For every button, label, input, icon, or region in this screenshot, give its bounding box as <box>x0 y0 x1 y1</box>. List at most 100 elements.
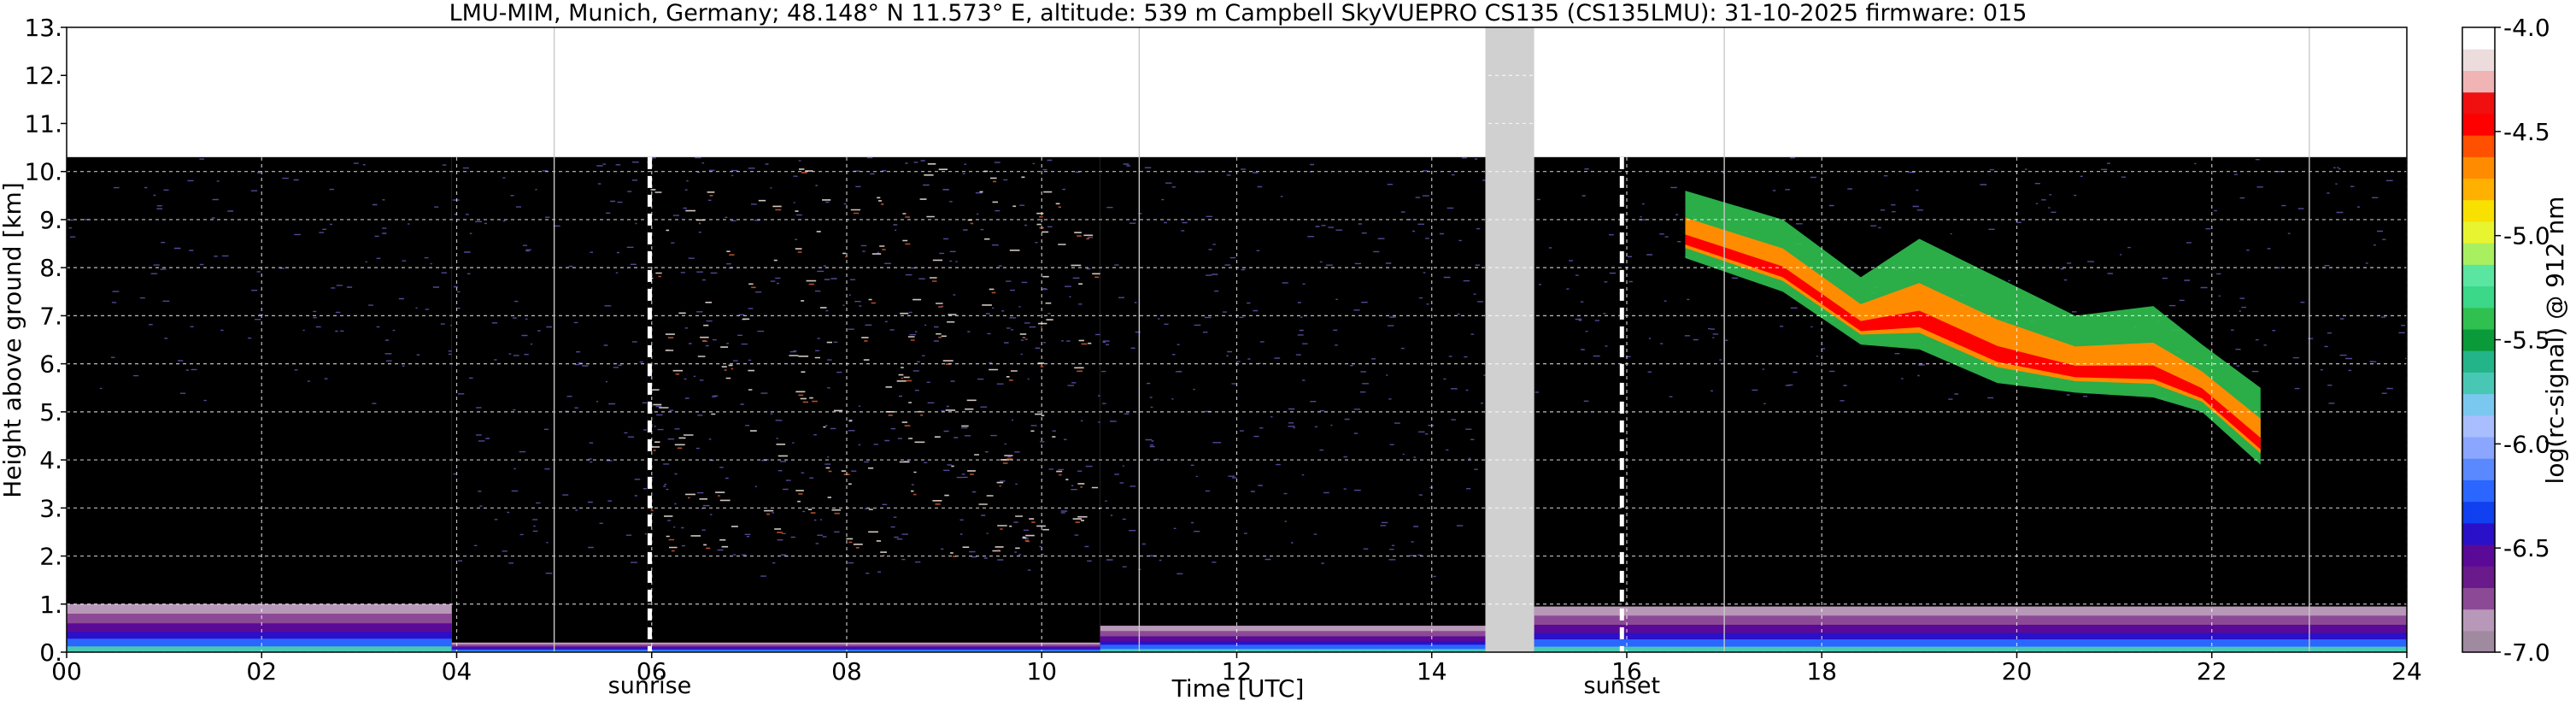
colorbar-cell <box>2462 544 2495 567</box>
y-tick-label: 4. <box>39 446 62 474</box>
y-tick-label: 10. <box>24 158 62 186</box>
colorbar-tick-label: -6.0 <box>2503 430 2550 458</box>
x-tick-label: 02 <box>246 657 277 685</box>
boundary-layer-band <box>67 646 452 652</box>
colorbar-cell <box>2462 156 2495 179</box>
colorbar-cell <box>2462 436 2495 459</box>
colorbar-cells <box>2462 27 2495 653</box>
x-tick-label: 04 <box>442 657 472 685</box>
data-gap-layer <box>1485 27 1534 652</box>
colorbar-cell <box>2462 91 2495 115</box>
x-tick-label: 08 <box>831 657 862 685</box>
colorbar-cell <box>2462 587 2495 610</box>
y-tick-label: 9. <box>39 206 62 234</box>
x-tick-label: 14 <box>1417 657 1447 685</box>
colorbar-cell <box>2462 285 2495 309</box>
colorbar-cell <box>2462 221 2495 244</box>
y-tick-label: 7. <box>39 302 62 330</box>
marker-layer <box>553 27 2310 652</box>
aerosol-speckle <box>650 172 1105 557</box>
noise-region <box>1534 156 2407 652</box>
colorbar-cell <box>2462 178 2495 201</box>
noise-region <box>1100 156 1486 652</box>
y-tick-label: 12. <box>24 62 62 90</box>
annotation-label: sunrise <box>608 673 692 699</box>
y-ticks: 0. 1. 2. 3. 4. 5. 6. 7. 8. 9. 10. 11. 12. 13. <box>24 14 67 667</box>
y-tick-label: 11. <box>24 109 62 138</box>
x-tick-label: 10 <box>1026 657 1057 685</box>
colorbar-cell <box>2462 630 2495 653</box>
annotation-label: sunset <box>1584 673 1661 699</box>
boundary-layer-band <box>1100 644 1486 652</box>
colorbar-cell <box>2462 458 2495 480</box>
colorbar-label: log(rc-signal) @ 912 nm <box>2541 197 2569 485</box>
x-tick-label: 20 <box>2002 657 2033 685</box>
data-gap <box>1485 27 1534 652</box>
y-tick-label: 0. <box>39 638 62 667</box>
x-tick-label: 22 <box>2197 657 2227 685</box>
x-tick-label: 16 <box>1611 657 1642 685</box>
colorbar: -4.0 -4.5 -5.0 -5.5 -6.0 -6.5 -7.0 log(rc-sign… <box>2462 14 2569 667</box>
colorbar-cell <box>2462 350 2495 373</box>
high-signal-speckle <box>648 163 1106 554</box>
signal-layer <box>1685 191 2261 465</box>
boundary-layer-band <box>1534 646 2407 652</box>
annotations: sunrise sunset <box>608 673 1660 699</box>
colorbar-cell <box>2462 70 2495 93</box>
y-axis-label: Height above ground [km] <box>0 182 26 498</box>
boundary-layer-band <box>1100 649 1486 652</box>
noise-layer <box>67 156 2407 652</box>
noise-region <box>647 156 1100 652</box>
colorbar-cell <box>2462 328 2495 351</box>
y-tick-label: 2. <box>39 543 62 571</box>
boundary-layer <box>67 603 2407 652</box>
y-tick-label: 5. <box>39 398 62 427</box>
colorbar-cell <box>2462 501 2495 524</box>
colorbar-tick-label: -7.0 <box>2503 638 2550 667</box>
x-tick-label: 24 <box>2391 657 2422 685</box>
colorbar-cell <box>2462 415 2495 438</box>
colorbar-cell <box>2462 135 2495 157</box>
noise-region <box>67 156 452 652</box>
colorbar-cell <box>2462 264 2495 287</box>
y-tick-label: 1. <box>39 591 62 619</box>
colorbar-cell <box>2462 49 2495 72</box>
colorbar-tick-label: -4.0 <box>2503 14 2550 42</box>
noise-speckle <box>647 156 1106 577</box>
x-ticks: 00 02 04 06 08 10 12 14 16 18 20 22 24 <box>51 652 2422 685</box>
colorbar-tick-label: -5.0 <box>2503 222 2550 250</box>
y-tick-label: 6. <box>39 350 62 379</box>
y-tick-label: 3. <box>39 494 62 522</box>
colorbar-cell <box>2462 522 2495 545</box>
chart-title: LMU-MIM, Munich, Germany; 48.148° N 11.5… <box>449 0 2027 26</box>
x-axis-label: Time [UTC] <box>1171 674 1305 703</box>
colorbar-tick-label: -5.5 <box>2503 327 2550 355</box>
colorbar-ticks: -4.0 -4.5 -5.0 -5.5 -6.0 -6.5 -7.0 <box>2495 14 2550 667</box>
grid-layer <box>67 27 2407 652</box>
colorbar-cell <box>2462 609 2495 632</box>
y-tick-label: 13. <box>24 14 62 42</box>
colorbar-cell <box>2462 393 2495 416</box>
colorbar-cell <box>2462 307 2495 330</box>
noise-speckle <box>452 162 651 574</box>
boundary-layer-band <box>451 649 1100 652</box>
colorbar-cell <box>2462 566 2495 588</box>
colorbar-cell <box>2462 372 2495 395</box>
x-tick-label: 00 <box>51 657 82 685</box>
cirrus-layer-core <box>1685 234 2261 450</box>
plot-area <box>67 27 2407 652</box>
x-tick-label: 12 <box>1222 657 1253 685</box>
colorbar-tick-label: -4.5 <box>2503 118 2550 146</box>
colorbar-cell <box>2462 113 2495 136</box>
colorbar-cell <box>2462 479 2495 503</box>
colorbar-cell <box>2462 27 2495 50</box>
y-tick-label: 8. <box>39 254 62 282</box>
colorbar-cell <box>2462 243 2495 265</box>
colorbar-tick-label: -6.5 <box>2503 534 2550 562</box>
x-tick-label: 06 <box>637 657 667 685</box>
noise-region <box>451 156 648 652</box>
x-tick-label: 18 <box>1806 657 1837 685</box>
noise-speckle <box>68 158 455 404</box>
colorbar-cell <box>2462 199 2495 222</box>
